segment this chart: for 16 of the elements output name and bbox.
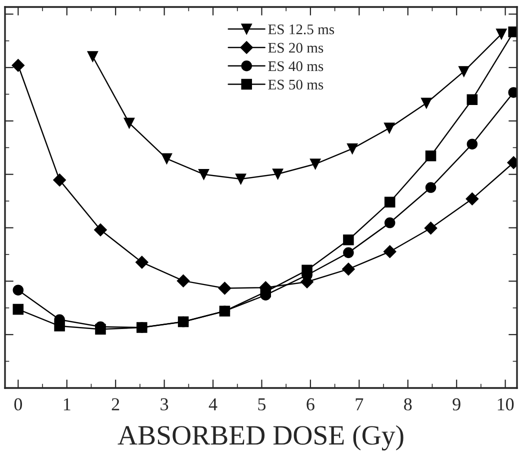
legend-label: ES 12.5 ms xyxy=(268,24,334,34)
legend-label: ES 40 ms xyxy=(268,61,324,72)
x-tick-label: 7 xyxy=(356,398,364,410)
x-tick-label: 1 xyxy=(64,398,70,410)
legend-label: ES 20 ms xyxy=(268,42,324,53)
x-tick-label: 6 xyxy=(306,398,314,410)
x-tick-label: 9 xyxy=(452,398,460,410)
x-tick-label: 0 xyxy=(14,398,22,410)
x-tick-label: 10 xyxy=(498,398,514,410)
x-tick-label: 4 xyxy=(208,398,218,410)
legend-label: ES 50 ms xyxy=(268,80,324,90)
x-tick-label: 5 xyxy=(258,398,266,410)
x-tick-label: 3 xyxy=(160,398,168,410)
x-tick-label: 8 xyxy=(404,398,412,410)
x-axis-title: ABSORBED DOSE (Gy) xyxy=(118,425,404,450)
x-tick-label: 2 xyxy=(112,398,120,410)
